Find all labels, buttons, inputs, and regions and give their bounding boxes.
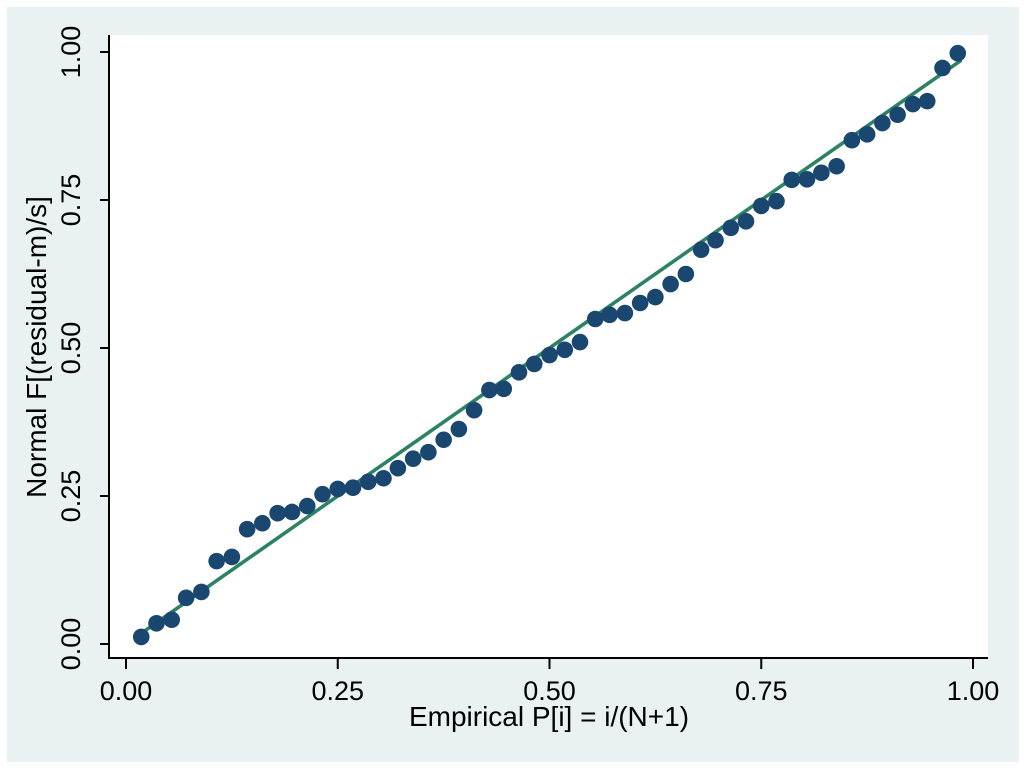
x-tick-label: 0.50 — [523, 676, 576, 706]
data-point — [329, 480, 347, 498]
data-point — [481, 381, 498, 399]
data-point — [132, 628, 150, 646]
data-point — [269, 504, 286, 522]
data-point — [768, 192, 785, 210]
data-point — [525, 355, 543, 373]
data-point — [647, 288, 664, 306]
series-layer — [132, 44, 967, 646]
data-point — [238, 520, 256, 538]
y-tick-label: 0.75 — [56, 174, 86, 227]
data-point — [692, 241, 710, 259]
y-tick-label: 1.00 — [56, 26, 86, 79]
data-point — [601, 306, 618, 324]
data-point — [177, 589, 195, 607]
data-point — [450, 420, 468, 438]
data-point — [616, 304, 634, 322]
data-point — [314, 485, 331, 503]
y-tick-label: 0.50 — [56, 322, 86, 375]
data-point — [359, 473, 377, 491]
data-point — [662, 275, 679, 293]
data-point — [223, 548, 241, 566]
data-point — [298, 497, 316, 515]
x-tick-label: 0.00 — [100, 676, 153, 706]
x-axis-title: Empirical P[i] = i/(N+1) — [409, 701, 689, 732]
data-point — [631, 294, 649, 312]
data-point — [798, 170, 816, 188]
data-point — [949, 44, 967, 62]
data-point — [889, 106, 906, 124]
data-point — [722, 219, 740, 237]
y-tick-label: 0.00 — [56, 618, 86, 671]
data-point — [208, 552, 225, 570]
data-point — [495, 380, 513, 398]
data-point — [541, 346, 558, 364]
x-tick-label: 1.00 — [947, 676, 1000, 706]
data-point — [254, 514, 271, 532]
data-point — [556, 341, 574, 359]
y-tick-label: 0.25 — [56, 470, 86, 523]
data-point — [148, 614, 165, 632]
data-point — [843, 131, 861, 149]
x-tick-label: 0.25 — [311, 676, 364, 706]
x-tick-label: 0.75 — [735, 676, 788, 706]
data-point — [904, 95, 922, 113]
data-point — [858, 125, 876, 143]
data-point — [389, 459, 407, 477]
data-point — [707, 231, 724, 249]
data-point — [813, 164, 830, 182]
data-point — [404, 450, 422, 468]
data-point — [828, 157, 845, 175]
data-point — [193, 583, 210, 601]
data-point — [571, 333, 589, 351]
data-point — [874, 114, 891, 132]
data-point — [752, 197, 770, 215]
data-point — [435, 431, 452, 449]
data-point — [344, 479, 362, 497]
data-point — [918, 92, 936, 110]
data-point — [677, 265, 695, 283]
data-point — [737, 213, 755, 230]
data-point — [283, 503, 301, 521]
data-point — [420, 443, 437, 461]
y-axis-title: Normal F[(residual-m)/s] — [21, 196, 52, 498]
data-point — [375, 469, 392, 487]
data-point — [783, 171, 801, 189]
data-point — [934, 59, 951, 77]
data-point — [163, 611, 181, 629]
data-point — [586, 310, 604, 328]
data-point — [465, 401, 483, 419]
axes-layer: 0.00 0.25 0.50 0.75 1.00 0.00 0.25 0.50 0.75 1.00 — [56, 26, 999, 706]
data-point — [510, 363, 528, 381]
